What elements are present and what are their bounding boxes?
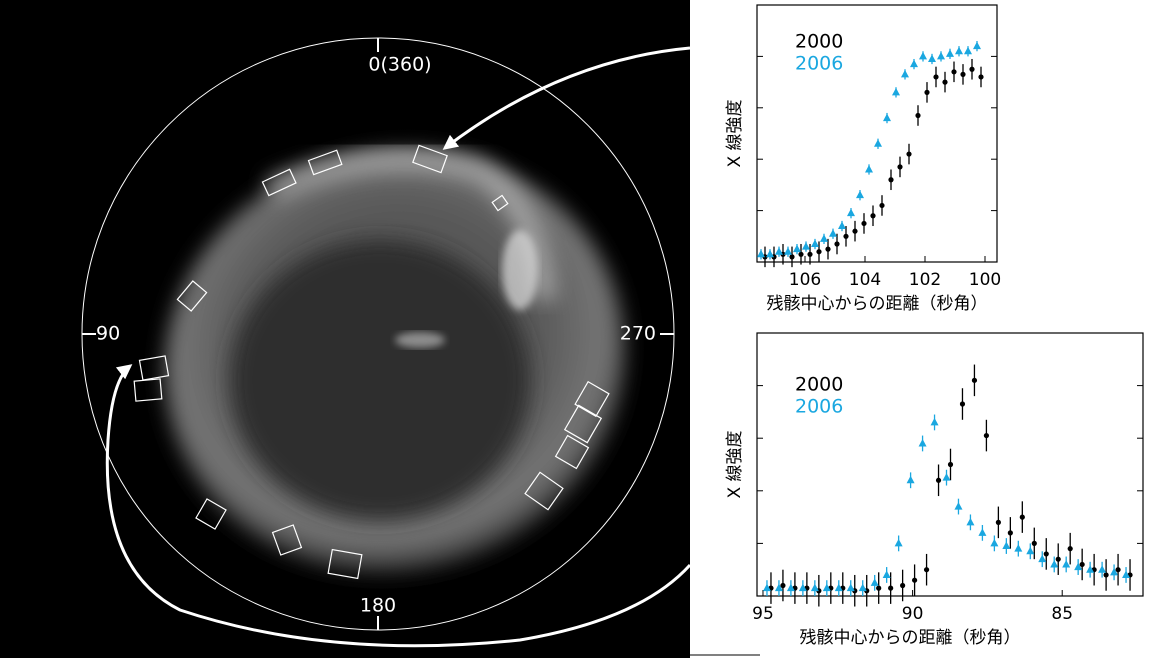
data-point — [807, 252, 812, 257]
data-point — [879, 203, 884, 208]
central-knot — [395, 332, 445, 348]
data-point — [1115, 567, 1120, 572]
data-point — [852, 229, 857, 234]
data-point — [912, 578, 917, 583]
angle-label: 270 — [620, 323, 656, 345]
data-point — [978, 74, 983, 79]
data-point — [960, 401, 965, 406]
data-point — [960, 72, 965, 77]
data-point — [876, 586, 881, 591]
data-point — [984, 433, 989, 438]
data-point — [1104, 572, 1109, 577]
data-point — [870, 213, 875, 218]
legend-entry: 2006 — [795, 396, 843, 418]
data-point — [900, 583, 905, 588]
y-axis-label: X 線強度 — [725, 99, 745, 167]
data-point — [834, 241, 839, 246]
data-point — [951, 69, 956, 74]
data-point — [798, 252, 803, 257]
x-tick-label: 95 — [752, 604, 774, 624]
angle-label: 0(360) — [368, 54, 431, 76]
legend-entry: 2006 — [795, 53, 843, 75]
data-point — [996, 520, 1001, 525]
data-point — [1032, 541, 1037, 546]
x-tick-label: 106 — [789, 270, 821, 290]
data-point — [906, 151, 911, 156]
data-point — [843, 234, 848, 239]
data-point — [1068, 546, 1073, 551]
legend-entry: 2000 — [795, 31, 843, 53]
data-point — [1008, 530, 1013, 535]
angle-label: 180 — [360, 595, 396, 617]
x-tick-label: 100 — [969, 270, 1001, 290]
data-point — [969, 67, 974, 72]
data-point — [942, 80, 947, 85]
legend-entry: 2000 — [795, 374, 843, 396]
data-point — [915, 113, 920, 118]
remnant-image: 0(360) 90 180 270 — [0, 0, 690, 658]
data-point — [1080, 562, 1085, 567]
data-point — [933, 74, 938, 79]
x-tick-label: 104 — [849, 270, 881, 290]
y-axis-label: X 線強度 — [725, 430, 745, 498]
data-point — [948, 462, 953, 467]
data-point — [897, 164, 902, 169]
data-point — [972, 378, 977, 383]
data-point — [924, 567, 929, 572]
figure: 0(360) 90 180 270 106 104 102 100 残骸中心からの距離（… — [0, 0, 1151, 658]
data-point — [888, 177, 893, 182]
x-tick-label: 90 — [902, 604, 924, 624]
data-point — [825, 247, 830, 252]
data-point — [780, 583, 785, 588]
nebula-interior — [230, 240, 530, 520]
x-tick-label: 85 — [1051, 604, 1073, 624]
data-point — [1044, 551, 1049, 556]
bright-knot — [502, 230, 538, 310]
x-axis-label: 残骸中心からの距離（秒角） — [800, 628, 1021, 648]
data-point — [816, 249, 821, 254]
angle-label: 90 — [96, 323, 120, 345]
data-point — [888, 586, 893, 591]
x-axis-label: 残骸中心からの距離（秒角） — [767, 294, 988, 314]
data-point — [789, 254, 794, 259]
x-tick-label: 102 — [909, 270, 941, 290]
data-point — [1020, 515, 1025, 520]
data-point — [924, 90, 929, 95]
plot-frame — [757, 5, 997, 262]
data-point — [936, 478, 941, 483]
data-point — [1056, 557, 1061, 562]
data-point — [861, 221, 866, 226]
